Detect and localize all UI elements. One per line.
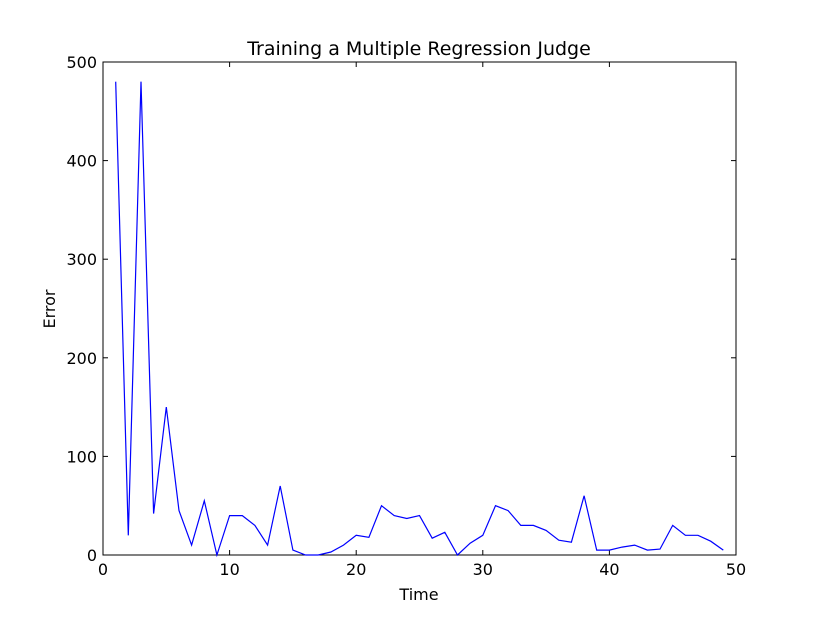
y-tick-label: 400	[66, 152, 97, 171]
x-tick-label: 20	[346, 560, 366, 579]
x-tick-label: 30	[473, 560, 493, 579]
x-tick-label: 0	[98, 560, 108, 579]
series-layer	[115, 81, 724, 558]
y-tick-label: 300	[66, 250, 97, 269]
y-tick-label: 500	[66, 53, 97, 72]
y-axis-label: Error	[40, 289, 59, 328]
y-axis: 0 100 200 300 400 500	[66, 53, 736, 565]
chart-title: Training a Multiple Regression Judge	[246, 38, 591, 60]
plot-area-frame	[102, 61, 737, 556]
y-tick-label: 0	[87, 546, 97, 565]
x-tick-label: 50	[726, 560, 746, 579]
x-tick-label: 40	[599, 560, 619, 579]
y-tick-label: 200	[66, 349, 97, 368]
y-tick-label: 100	[66, 447, 97, 466]
series-line	[115, 81, 724, 558]
x-axis-label: Time	[398, 585, 438, 604]
x-tick-label: 10	[219, 560, 239, 579]
x-axis: 0 10 20 30 40 50	[98, 62, 746, 579]
